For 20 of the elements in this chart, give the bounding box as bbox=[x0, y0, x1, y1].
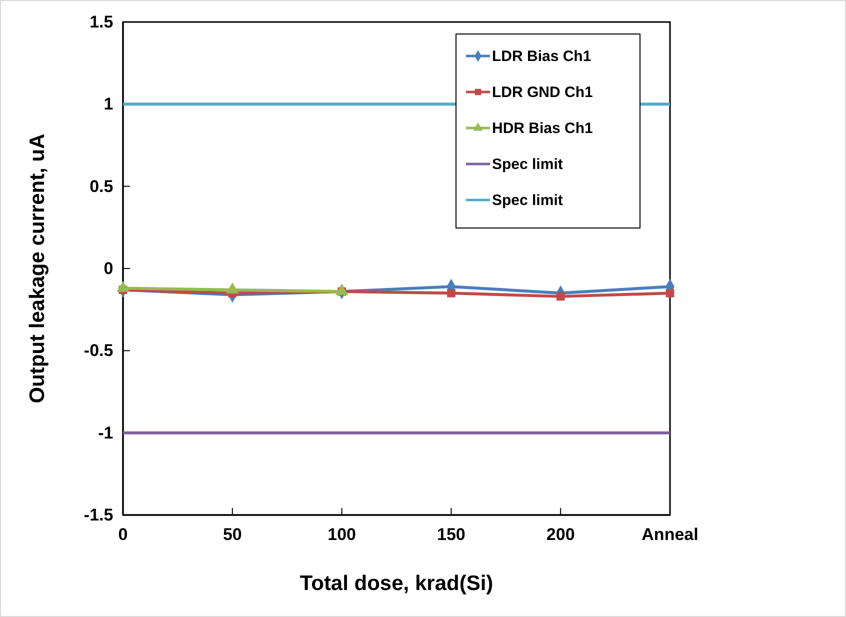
x-tick-label: 200 bbox=[546, 525, 575, 544]
legend-label: LDR GND Ch1 bbox=[492, 84, 593, 101]
x-axis-title: Total dose, krad(Si) bbox=[300, 572, 494, 595]
legend-label: Spec limit bbox=[492, 156, 563, 173]
x-tick-label: 50 bbox=[222, 525, 242, 544]
x-tick-label: 150 bbox=[437, 525, 466, 544]
y-tick-label: 0.5 bbox=[90, 176, 114, 196]
y-tick-label: -0.5 bbox=[84, 341, 114, 360]
y-tick-label: 1.5 bbox=[90, 12, 114, 32]
legend-label: HDR Bias Ch1 bbox=[492, 120, 593, 137]
x-tick-label: 0 bbox=[118, 525, 128, 544]
y-axis-title: Output leakage current, uA bbox=[26, 134, 49, 404]
y-tick-label: -1.5 bbox=[84, 505, 114, 524]
y-tick-label: 0 bbox=[104, 258, 114, 278]
legend-label: Spec limit bbox=[492, 192, 563, 209]
x-tick-label: Anneal bbox=[642, 525, 698, 544]
y-tick-label: 1 bbox=[104, 94, 114, 114]
legend-label: LDR Bias Ch1 bbox=[492, 48, 592, 65]
y-tick-label: -1 bbox=[98, 423, 114, 442]
x-tick-label: 100 bbox=[328, 525, 356, 544]
